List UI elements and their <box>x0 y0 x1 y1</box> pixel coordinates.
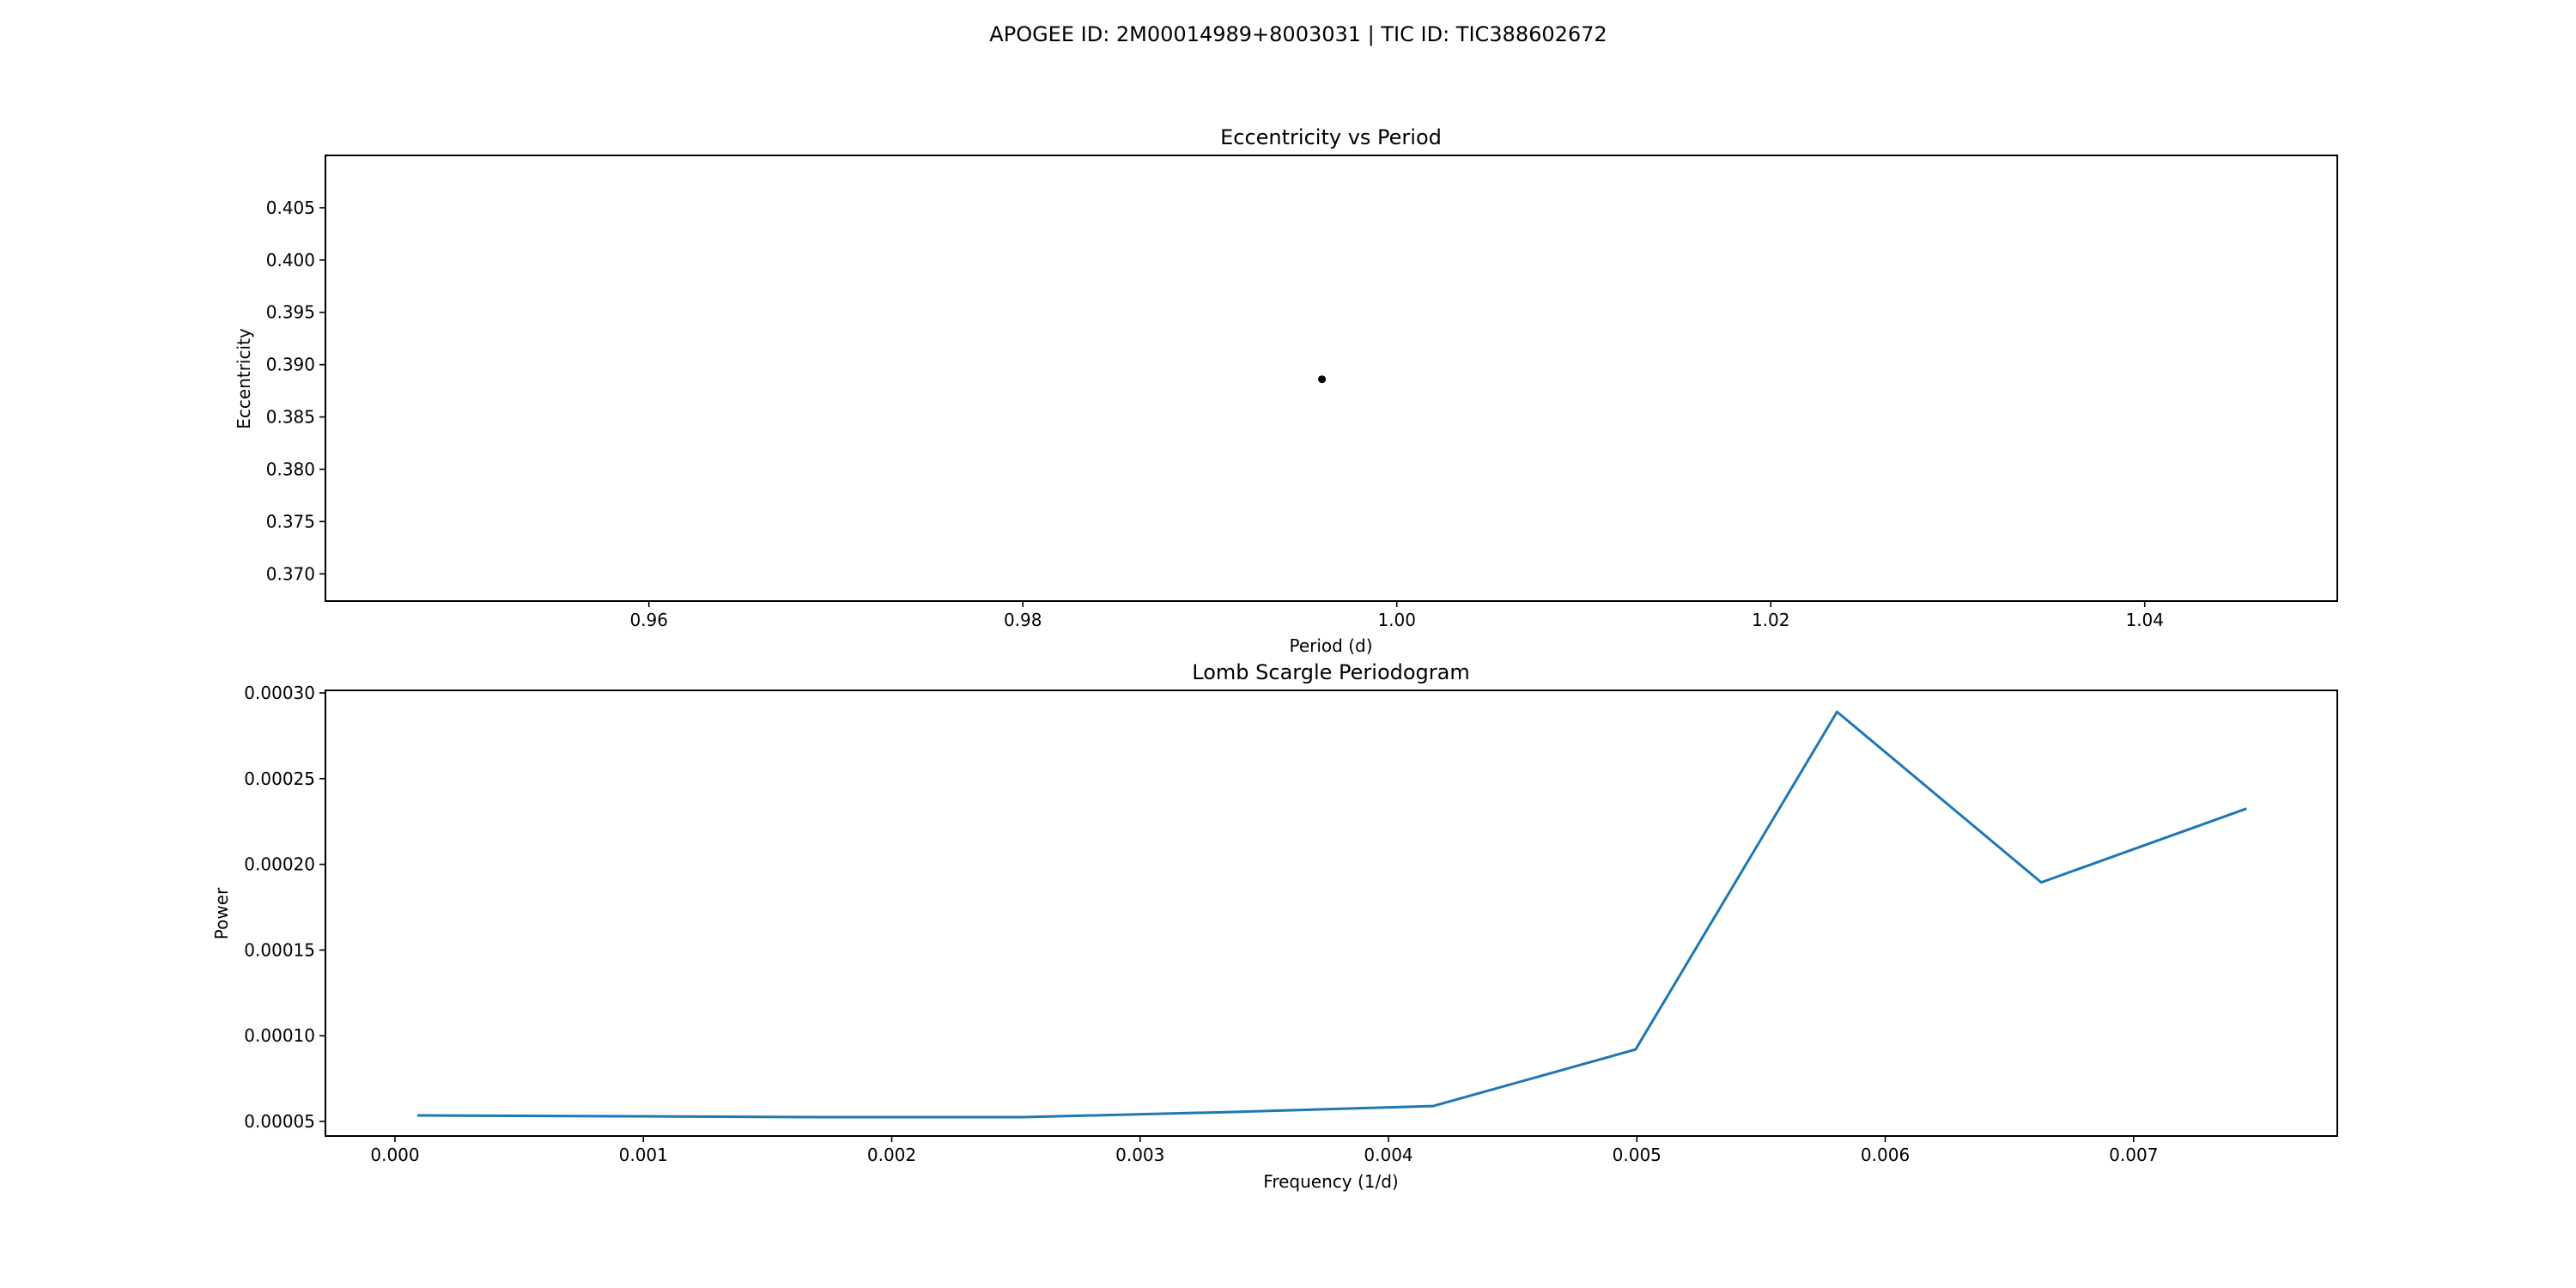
eccentricity-period-y-tick-label: 0.400 <box>266 250 315 270</box>
periodogram-line <box>416 710 2247 1119</box>
periodogram-x-tick-label: 0.001 <box>619 1145 668 1165</box>
eccentricity-period-y-tick-label: 0.380 <box>266 459 315 479</box>
eccentricity-period-title: Eccentricity vs Period <box>1220 125 1442 149</box>
eccentricity-period-axes: Eccentricity vs Period 0.96 0.98 1.00 1.02 1… <box>234 125 2338 656</box>
periodogram-series <box>416 710 2247 1119</box>
scatter-point <box>1318 375 1327 384</box>
eccentricity-period-x-tick-label: 1.04 <box>2125 610 2164 630</box>
eccentricity-period-ylabel: Eccentricity <box>234 328 254 429</box>
eccentricity-period-frame <box>325 155 2338 602</box>
periodogram-x-tick-label: 0.004 <box>1364 1145 1413 1165</box>
periodogram-y-ticks: 0.00005 0.00010 0.00015 0.00020 0.00025 0.000… <box>244 683 325 1132</box>
eccentricity-period-x-tick-label: 0.96 <box>629 610 668 630</box>
eccentricity-period-y-tick-label: 0.405 <box>266 197 315 218</box>
eccentricity-period-y-tick-label: 0.395 <box>266 302 315 323</box>
periodogram-axes: Lomb Scargle Periodogram 0.000 0.001 0.002… <box>211 660 2338 1192</box>
eccentricity-period-x-tick-label: 0.98 <box>1004 610 1042 630</box>
eccentricity-period-y-tick-label: 0.375 <box>266 511 315 532</box>
periodogram-frame <box>325 690 2338 1137</box>
periodogram-x-tick-label: 0.002 <box>867 1145 916 1165</box>
periodogram-y-tick-label: 0.00010 <box>244 1025 315 1046</box>
periodogram-x-tick-label: 0.005 <box>1613 1145 1662 1165</box>
eccentricity-period-x-tick-label: 1.02 <box>1752 610 1790 630</box>
eccentricity-period-x-ticks: 0.96 0.98 1.00 1.02 1.04 <box>629 601 2164 630</box>
periodogram-y-tick-label: 0.00030 <box>244 683 315 703</box>
eccentricity-period-y-tick-label: 0.390 <box>266 355 315 375</box>
eccentricity-period-y-tick-label: 0.385 <box>266 407 315 428</box>
periodogram-xlabel: Frequency (1/d) <box>1263 1171 1398 1192</box>
periodogram-x-tick-label: 0.007 <box>2109 1145 2158 1165</box>
periodogram-y-tick-label: 0.00005 <box>244 1111 315 1132</box>
periodogram-y-tick-label: 0.00015 <box>244 939 315 960</box>
eccentricity-period-y-ticks: 0.370 0.375 0.380 0.385 0.390 0.395 0.400 0.405 <box>266 197 325 584</box>
periodogram-x-tick-label: 0.000 <box>370 1145 419 1165</box>
eccentricity-period-points <box>1318 375 1327 384</box>
eccentricity-period-xlabel: Period (d) <box>1289 635 1372 656</box>
periodogram-ylabel: Power <box>211 887 232 939</box>
periodogram-x-tick-label: 0.006 <box>1861 1145 1910 1165</box>
periodogram-y-tick-label: 0.00025 <box>244 769 315 789</box>
figure-suptitle: APOGEE ID: 2M00014989+8003031 | TIC ID: … <box>989 22 1607 46</box>
eccentricity-period-x-tick-label: 1.00 <box>1377 610 1416 630</box>
periodogram-title: Lomb Scargle Periodogram <box>1192 660 1469 684</box>
eccentricity-period-y-tick-label: 0.370 <box>266 563 315 584</box>
periodogram-y-tick-label: 0.00020 <box>244 854 315 875</box>
periodogram-x-tick-label: 0.003 <box>1115 1145 1164 1165</box>
periodogram-x-ticks: 0.000 0.001 0.002 0.003 0.004 0.005 0.006 0.007 <box>370 1136 2158 1165</box>
